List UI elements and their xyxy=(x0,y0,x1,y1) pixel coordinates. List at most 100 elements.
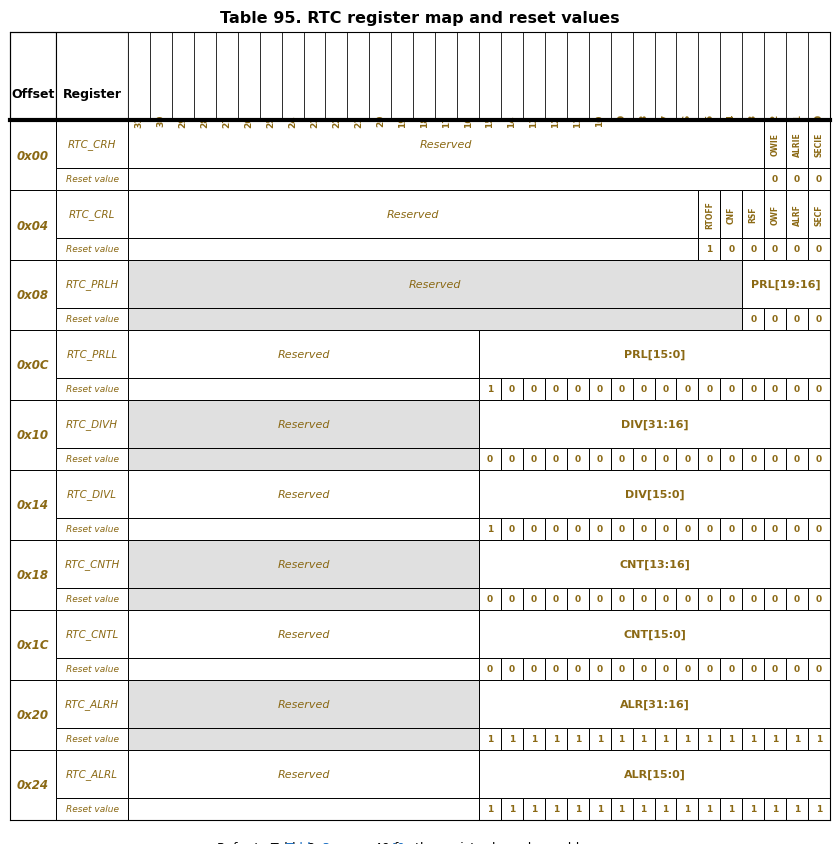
Bar xyxy=(479,401,830,448)
Bar xyxy=(10,33,56,121)
Bar xyxy=(589,448,611,470)
Bar xyxy=(501,379,522,401)
Text: Reserved: Reserved xyxy=(277,699,330,709)
Text: 0: 0 xyxy=(575,385,580,394)
Text: OWIE: OWIE xyxy=(770,133,780,156)
Bar xyxy=(10,191,56,261)
Bar xyxy=(786,309,808,331)
Text: 17: 17 xyxy=(442,115,450,127)
Bar xyxy=(522,33,545,121)
Bar xyxy=(435,33,457,121)
Bar xyxy=(786,121,808,169)
Text: 4: 4 xyxy=(727,115,736,122)
Text: 1: 1 xyxy=(750,734,756,744)
Bar xyxy=(721,798,743,820)
Text: RTC_CRH: RTC_CRH xyxy=(68,139,116,150)
Text: 0: 0 xyxy=(794,246,801,254)
Text: 13: 13 xyxy=(529,115,538,127)
Text: 31: 31 xyxy=(134,115,144,127)
Bar xyxy=(743,239,764,261)
Bar xyxy=(654,588,676,610)
Text: 0: 0 xyxy=(531,665,537,674)
Bar xyxy=(698,518,721,540)
Text: 19: 19 xyxy=(397,115,407,127)
Bar xyxy=(522,728,545,750)
Bar xyxy=(808,169,830,191)
Text: 0: 0 xyxy=(531,455,537,464)
Bar xyxy=(413,33,435,121)
Text: RTC_ALRL: RTC_ALRL xyxy=(66,769,118,780)
Text: 18: 18 xyxy=(420,115,428,127)
Bar xyxy=(56,540,128,588)
Text: 1: 1 xyxy=(575,804,580,814)
Text: 0: 0 xyxy=(728,385,734,394)
Text: 1: 1 xyxy=(750,804,756,814)
Bar xyxy=(786,191,808,239)
Bar xyxy=(808,448,830,470)
Bar xyxy=(128,33,150,121)
Bar xyxy=(56,239,128,261)
Bar xyxy=(589,728,611,750)
Bar xyxy=(128,680,479,728)
Bar xyxy=(633,728,654,750)
Bar xyxy=(721,239,743,261)
Bar xyxy=(501,798,522,820)
Text: 0: 0 xyxy=(816,665,822,674)
Bar xyxy=(501,518,522,540)
Bar xyxy=(808,588,830,610)
Text: 1: 1 xyxy=(487,804,493,814)
Text: 0: 0 xyxy=(509,385,515,394)
Text: 0: 0 xyxy=(706,385,712,394)
Text: 1: 1 xyxy=(553,734,559,744)
Text: Reserved: Reserved xyxy=(420,140,472,150)
Bar xyxy=(808,728,830,750)
Bar xyxy=(676,728,698,750)
Text: RTC_CRL: RTC_CRL xyxy=(69,209,115,220)
Text: 0: 0 xyxy=(487,455,493,464)
Bar xyxy=(216,33,238,121)
Bar xyxy=(303,33,325,121)
Bar xyxy=(567,798,589,820)
Bar xyxy=(698,728,721,750)
Text: 30: 30 xyxy=(156,115,165,127)
Bar xyxy=(56,331,128,379)
Text: 11: 11 xyxy=(573,115,582,127)
Text: 0x20: 0x20 xyxy=(17,709,49,722)
Text: Reset value: Reset value xyxy=(66,665,118,674)
Text: 1: 1 xyxy=(816,804,822,814)
Bar xyxy=(128,309,743,331)
Bar xyxy=(611,588,633,610)
Bar xyxy=(633,448,654,470)
Bar xyxy=(611,658,633,680)
Bar xyxy=(567,448,589,470)
Bar xyxy=(128,518,479,540)
Text: 0: 0 xyxy=(816,455,822,464)
Bar xyxy=(545,798,567,820)
Text: Table 3 on page 49: Table 3 on page 49 xyxy=(286,841,405,844)
Bar xyxy=(721,658,743,680)
Text: 0: 0 xyxy=(618,525,625,534)
Text: 0: 0 xyxy=(706,595,712,603)
Bar xyxy=(56,588,128,610)
Text: 28: 28 xyxy=(200,115,209,127)
Text: 0: 0 xyxy=(728,455,734,464)
Text: 15: 15 xyxy=(486,115,495,127)
Text: 1: 1 xyxy=(531,804,537,814)
Bar xyxy=(786,798,808,820)
Text: 0x24: 0x24 xyxy=(17,778,49,792)
Text: 10: 10 xyxy=(596,115,604,127)
Bar xyxy=(56,750,128,798)
Text: 1: 1 xyxy=(663,734,669,744)
Text: RTC_CNTH: RTC_CNTH xyxy=(65,559,119,570)
Bar xyxy=(743,191,764,239)
Bar xyxy=(501,728,522,750)
Text: 0: 0 xyxy=(553,525,559,534)
Bar xyxy=(743,448,764,470)
Bar xyxy=(128,121,764,169)
Text: Register: Register xyxy=(62,88,122,101)
Text: 0x04: 0x04 xyxy=(17,219,49,232)
Text: Reset value: Reset value xyxy=(66,455,118,464)
Text: 1: 1 xyxy=(640,804,647,814)
Text: 0: 0 xyxy=(772,595,778,603)
Text: 0: 0 xyxy=(816,315,822,324)
